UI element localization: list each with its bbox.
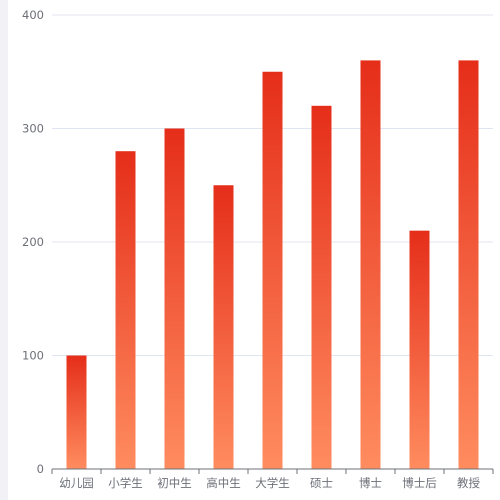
bar-2 (164, 128, 185, 469)
x-tick-label: 幼儿园 (59, 476, 94, 490)
left-panel-strip (0, 0, 8, 500)
bar-1 (115, 151, 136, 469)
bar-8 (458, 60, 479, 470)
y-tick-label: 200 (22, 235, 44, 249)
x-tick-label: 教授 (457, 476, 480, 490)
x-tick-label: 小学生 (108, 476, 143, 490)
bars (66, 60, 479, 470)
y-tick-label: 400 (22, 8, 44, 22)
y-axis-ticks: 0 100 200 300 400 (22, 8, 44, 476)
x-tick-label: 初中生 (157, 476, 192, 490)
x-tick-label: 高中生 (206, 476, 241, 490)
x-tick-label: 博士后 (402, 476, 437, 490)
y-tick-label: 300 (22, 122, 44, 136)
bar-0 (66, 355, 87, 469)
x-tick-label: 硕士 (310, 476, 333, 490)
bar-5 (311, 105, 332, 470)
x-tick-label: 大学生 (255, 476, 290, 490)
y-tick-label: 100 (22, 349, 44, 363)
y-tick-label: 0 (37, 462, 44, 476)
x-axis-ticks: 幼儿园 小学生 初中生 高中生 大学生 硕士 博士 博士后 教授 (59, 476, 480, 490)
x-tick-label: 博士 (359, 476, 382, 490)
x-axis (51, 468, 494, 474)
bar-7 (409, 230, 430, 469)
bar-6 (360, 60, 381, 470)
bar-3 (213, 185, 234, 469)
bar-4 (262, 71, 283, 469)
